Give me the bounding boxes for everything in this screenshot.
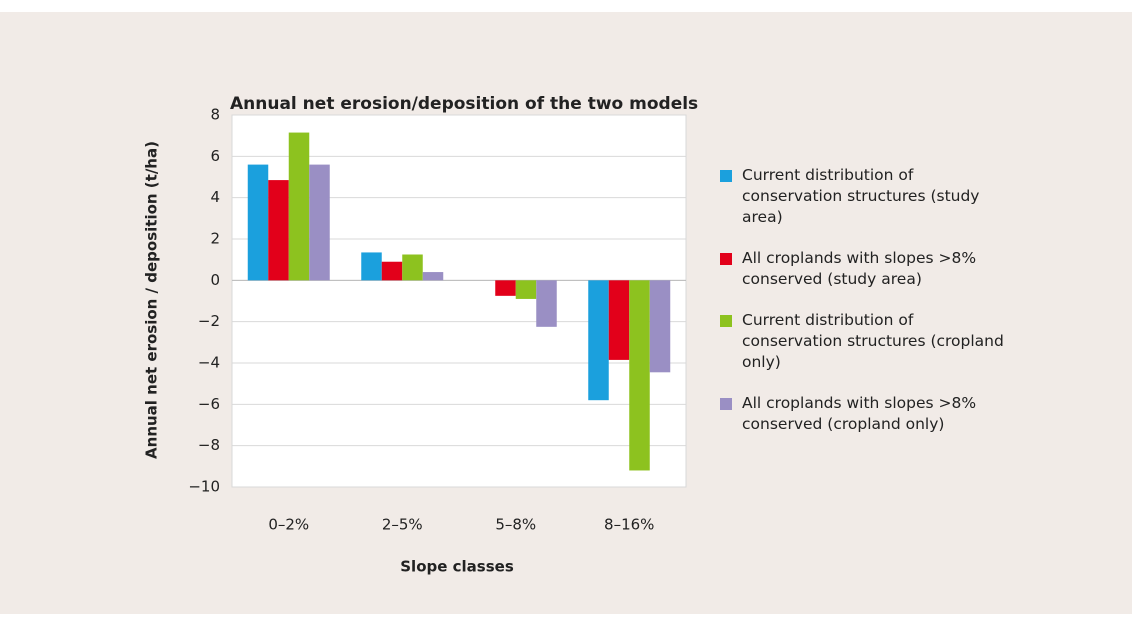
bar	[608, 280, 630, 360]
legend-swatch	[720, 253, 732, 265]
bar	[361, 252, 382, 281]
legend-item: Current distribution of conservation str…	[720, 310, 1010, 373]
legend-label: Current distribution of conservation str…	[742, 311, 1004, 371]
y-tick-label: −2	[198, 312, 220, 330]
bar	[515, 280, 537, 299]
legend-label: All croplands with slopes >8% conserved …	[742, 394, 977, 433]
legend: Current distribution of conservation str…	[720, 165, 1010, 455]
bar	[629, 280, 650, 471]
x-tick-label: 0–2%	[268, 516, 309, 534]
legend-swatch	[720, 315, 732, 327]
x-tick-label: 5–8%	[495, 516, 536, 534]
y-axis-label: Annual net erosion / deposition (t/ha)	[143, 141, 161, 459]
x-tick-label: 2–5%	[382, 516, 423, 534]
legend-label: All croplands with slopes >8% conserved …	[742, 249, 977, 288]
y-tick-label: 4	[210, 188, 220, 206]
legend-item: Current distribution of conservation str…	[720, 165, 1010, 228]
legend-swatch	[720, 398, 732, 410]
y-tick-label: 2	[210, 230, 220, 248]
y-tick-label: 0	[210, 271, 220, 289]
legend-label: Current distribution of conservation str…	[742, 166, 980, 226]
legend-swatch	[720, 170, 732, 182]
x-axis-label: Slope classes	[400, 558, 514, 576]
bar	[268, 180, 289, 281]
bar	[649, 280, 671, 373]
y-tick-label: 8	[210, 106, 220, 124]
chart-title: Annual net erosion/deposition of the two…	[230, 94, 698, 114]
bar	[247, 164, 269, 281]
bar	[381, 261, 403, 281]
y-tick-label: 6	[210, 147, 220, 165]
bar	[309, 164, 330, 281]
bar	[495, 280, 516, 296]
bar	[402, 254, 423, 281]
y-tick-label: −8	[198, 436, 220, 454]
y-tick-label: −4	[198, 354, 220, 372]
bar	[536, 280, 557, 327]
legend-item: All croplands with slopes >8% conserved …	[720, 393, 1010, 435]
y-tick-label: −6	[198, 395, 220, 413]
bar	[288, 132, 310, 281]
x-tick-label: 8–16%	[604, 516, 654, 534]
bar	[422, 272, 444, 281]
legend-item: All croplands with slopes >8% conserved …	[720, 248, 1010, 290]
bar	[588, 280, 609, 401]
y-tick-label: −10	[188, 478, 220, 496]
